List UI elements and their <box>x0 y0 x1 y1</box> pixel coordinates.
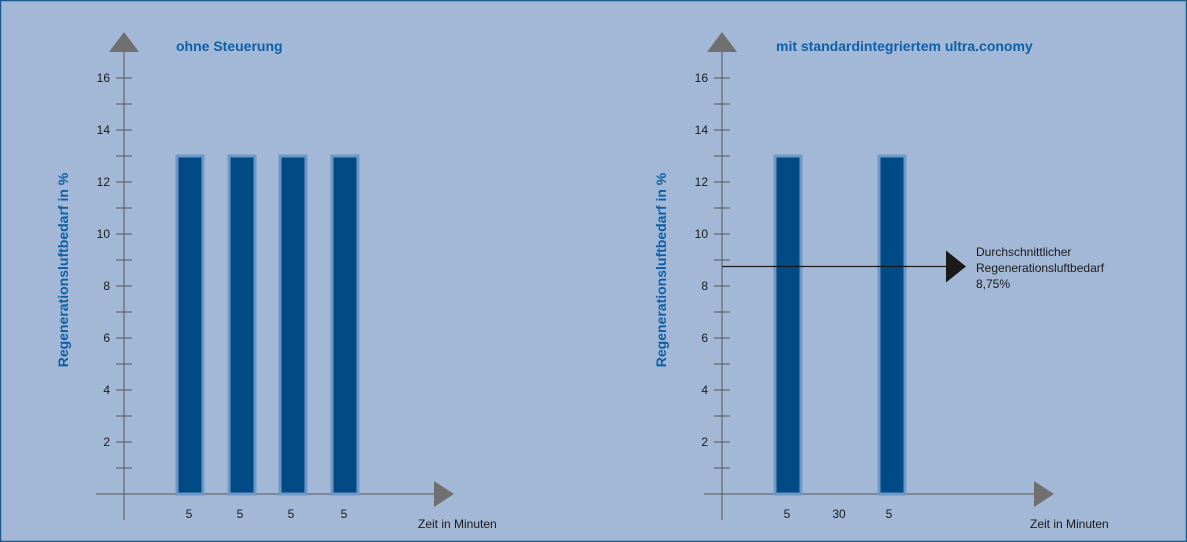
y-tick-label: 8 <box>701 279 708 293</box>
y-tick-label: 16 <box>695 71 709 85</box>
x-tick-label: 5 <box>288 507 295 521</box>
x-tick-label: 5 <box>341 507 348 521</box>
y-tick-label: 14 <box>97 123 111 137</box>
average-arrowhead <box>946 250 966 283</box>
x-tick-label: 5 <box>784 507 791 521</box>
x-tick-label: 5 <box>886 507 893 521</box>
bar <box>278 154 308 496</box>
chart-panel-2: mit standardintegriertem ultra.conomy Reg… <box>653 32 1109 531</box>
x-tick-label: 5 <box>237 507 244 521</box>
chart-title: mit standardintegriertem ultra.conomy <box>776 38 1033 54</box>
y-tick-label: 16 <box>97 71 111 85</box>
y-tick-label: 12 <box>97 175 111 189</box>
average-annotation: 8,75% <box>976 277 1010 291</box>
y-tick-label: 14 <box>695 123 709 137</box>
y-tick-label: 4 <box>103 383 110 397</box>
average-annotation: Regenerationsluftbedarf <box>976 261 1105 275</box>
x-axis-arrowhead <box>434 481 454 507</box>
y-tick-label: 4 <box>701 383 708 397</box>
y-tick-label: 8 <box>103 279 110 293</box>
x-tick-label: 30 <box>832 507 846 521</box>
chart-panel-1: ohne Steuerung Regenerationsluftbedarf in… <box>55 32 497 531</box>
y-tick-label: 6 <box>701 331 708 345</box>
y-axis-label: Regenerationsluftbedarf in % <box>653 172 669 367</box>
chart-title: ohne Steuerung <box>176 38 283 54</box>
x-tick-label: 5 <box>186 507 193 521</box>
y-axis-label: Regenerationsluftbedarf in % <box>55 172 71 367</box>
y-tick-label: 10 <box>695 227 709 241</box>
x-axis-arrowhead <box>1034 481 1054 507</box>
bar <box>877 154 907 496</box>
bar <box>330 154 360 496</box>
y-tick-label: 2 <box>701 435 708 449</box>
bar <box>227 154 257 496</box>
y-axis-arrowhead <box>109 32 139 52</box>
bar <box>773 154 803 496</box>
y-axis-arrowhead <box>707 32 737 52</box>
average-annotation: Durchschnittlicher <box>976 245 1071 259</box>
y-tick-label: 10 <box>97 227 111 241</box>
x-axis-label: Zeit in Minuten <box>418 517 497 531</box>
y-tick-label: 2 <box>103 435 110 449</box>
bar <box>175 154 205 496</box>
y-tick-label: 6 <box>103 331 110 345</box>
x-axis-label: Zeit in Minuten <box>1030 517 1109 531</box>
y-tick-label: 12 <box>695 175 709 189</box>
